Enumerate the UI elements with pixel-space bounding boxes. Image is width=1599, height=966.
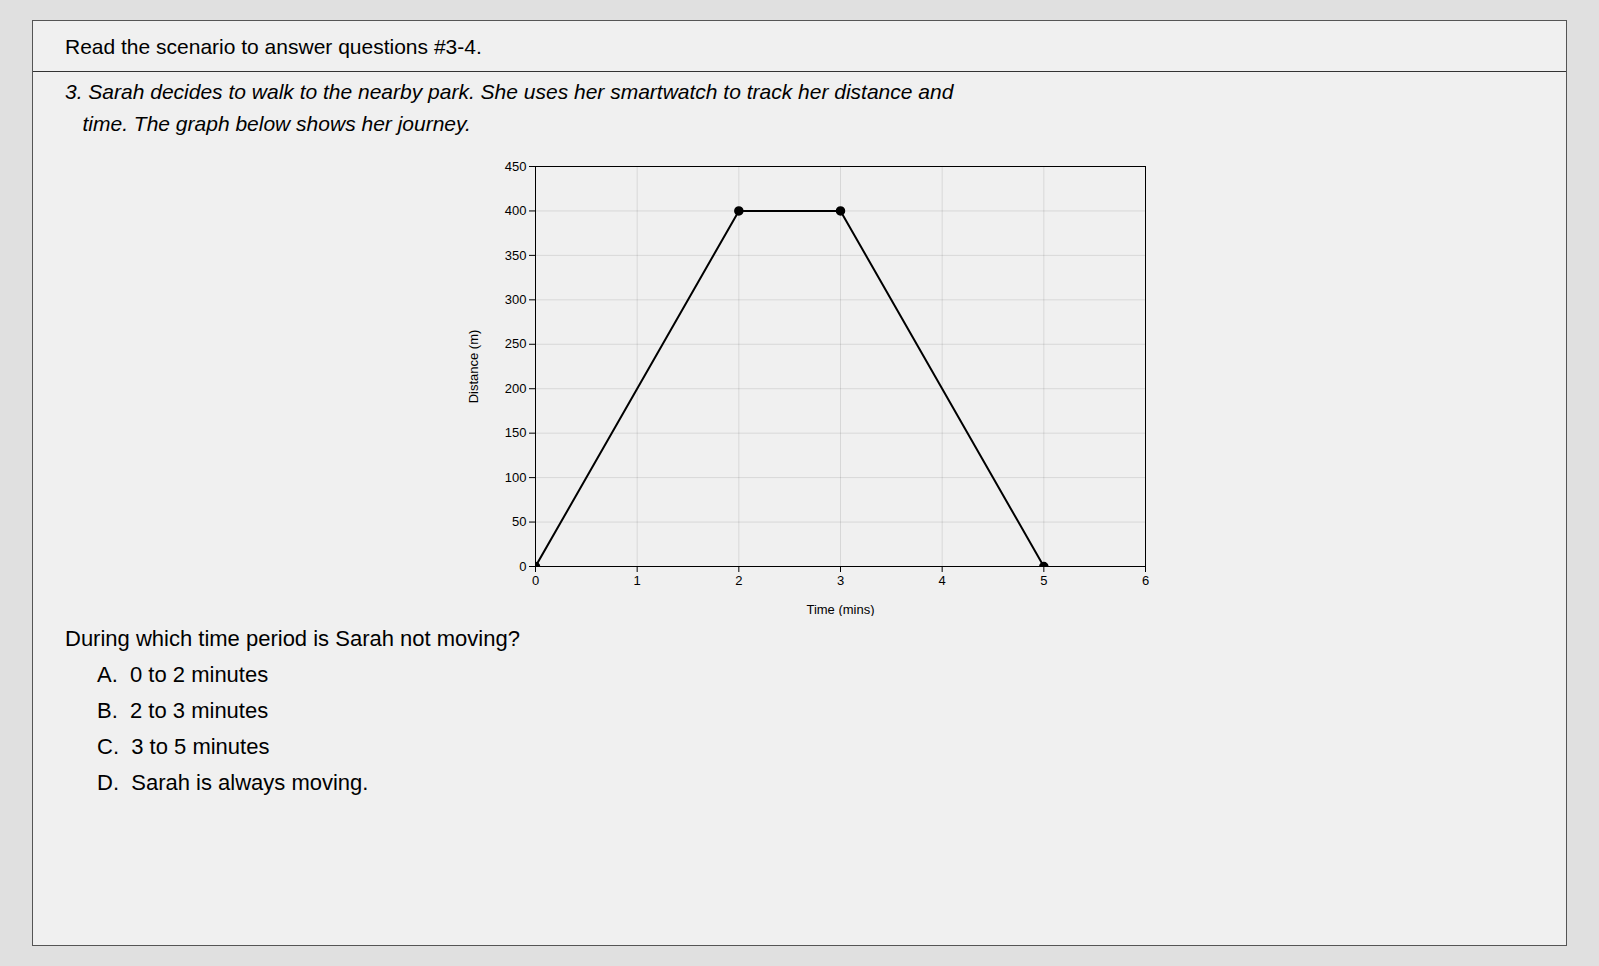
svg-text:1: 1 [634,573,641,588]
html-text:3. Sarah decides to walk to th: 3. Sarah decides to walk to the nearby p… [65,80,954,103]
html-text:D. Sarah is always moving.: D. Sarah is always moving. [97,770,369,795]
html-text:C. 3 to 5 minutes: C. 3 to 5 minutes [97,734,270,759]
svg-text:2: 2 [735,573,742,588]
html-text:time. The graph below shows he: time. The graph below shows her journey. [65,112,471,135]
html-text:B. 2 to 3 minutes: B. 2 to 3 minutes [97,698,269,723]
svg-text:3: 3 [837,573,844,588]
svg-text:150: 150 [505,425,527,440]
html-text:A. 0 to 2 minutes: A. 0 to 2 minutes [97,662,269,687]
svg-text:6: 6 [1142,573,1149,588]
svg-text:Distance (m): Distance (m) [466,330,481,404]
svg-text:450: 450 [505,159,527,174]
svg-text:100: 100 [505,470,527,485]
html-text:During which time period is Sa: During which time period is Sarah not mo… [65,626,520,651]
svg-text:300: 300 [505,292,527,307]
svg-text:350: 350 [505,248,527,263]
svg-text:5: 5 [1040,573,1047,588]
svg-text:0: 0 [532,573,539,588]
svg-text:Time (mins): Time (mins) [806,602,874,617]
svg-text:50: 50 [512,514,526,529]
svg-text:250: 250 [505,336,527,351]
html-text:Read the scenario to answer qu: Read the scenario to answer questions #3… [65,35,482,58]
svg-text:400: 400 [505,203,527,218]
svg-text:4: 4 [939,573,946,588]
svg-text:0: 0 [519,559,526,574]
svg-text:200: 200 [505,381,527,396]
